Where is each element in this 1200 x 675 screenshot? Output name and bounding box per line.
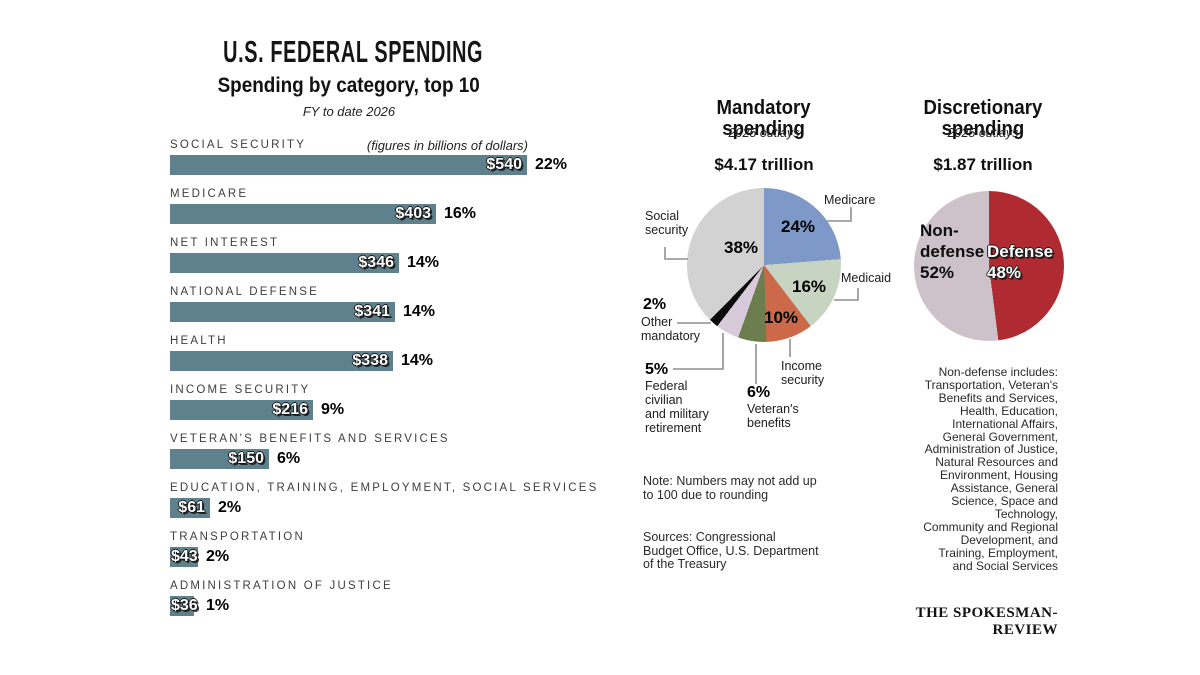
bar-row: ADMINISTRATION OF JUSTICE $36 1% <box>170 580 600 616</box>
bar-value-label: $341 <box>354 303 390 320</box>
bar-line: $341 14% <box>170 302 600 322</box>
bar-value-label: $338 <box>352 352 388 369</box>
federal-retirement-pct: 5% <box>645 361 669 378</box>
bar-row: EDUCATION, TRAINING, EMPLOYMENT, SOCIAL … <box>170 482 600 518</box>
bar-category-label: VETERAN'S BENEFITS AND SERVICES <box>170 433 450 445</box>
bar-line: $43 2% <box>170 547 600 567</box>
bar-percent-label: 1% <box>206 597 230 614</box>
bar-row: NET INTEREST $346 14% <box>170 237 600 273</box>
bar-line: $338 14% <box>170 351 600 371</box>
bar-percent-label: 6% <box>277 450 301 467</box>
leader-line-medicaid <box>834 288 859 301</box>
discretionary-subtitle: 2025 outlays <box>947 126 1019 140</box>
leader-line-medicare <box>827 207 852 222</box>
federal-retirement-label: Federal civilian and military retirement <box>645 379 709 435</box>
bar: $346 <box>170 253 399 273</box>
bar-row: NATIONAL DEFENSE $341 14% <box>170 286 600 322</box>
veterans-benefits-label: Veteran's benefits <box>747 402 799 430</box>
bar-line: $540 22% <box>170 155 600 175</box>
publisher-attribution: THE SPOKESMAN-REVIEW <box>915 605 1058 638</box>
non-defense-footnote: Non-defense includes: Transportation, Ve… <box>923 365 1058 573</box>
sources-note: Sources: Congressional Budget Office, U.… <box>643 530 819 571</box>
main-title: U.S. FEDERAL SPENDING <box>223 34 484 69</box>
bar-row: MEDICARE $403 16% <box>170 188 600 224</box>
bar-percent-label: 14% <box>401 352 434 369</box>
bar-value-label: $403 <box>395 205 431 222</box>
mandatory-subtitle: 2025 outlays <box>728 126 800 140</box>
bar-chart-subtitle: FY to date 2026 <box>302 104 396 119</box>
other-mandatory-pct: 2% <box>643 296 667 313</box>
bar: $36 <box>170 596 198 616</box>
bar: $403 <box>170 204 436 224</box>
bar: $338 <box>170 351 393 371</box>
bar: $61 <box>170 498 210 518</box>
bar-value-label: $540 <box>486 156 522 173</box>
rounding-note: Note: Numbers may not add up to 100 due … <box>643 474 817 502</box>
defense-label: Defense 48% <box>987 242 1054 282</box>
bar-category-label: HEALTH <box>170 335 228 347</box>
bar-row: INCOME SECURITY $216 9% <box>170 384 600 420</box>
non-defense-label: Non- defense 52% <box>920 221 985 282</box>
bar-row: TRANSPORTATION $43 2% <box>170 531 600 567</box>
bar-percent-label: 14% <box>403 303 436 320</box>
bar-line: $346 14% <box>170 253 600 273</box>
medicaid-pct: 16% <box>792 277 827 296</box>
bar-percent-label: 9% <box>321 401 345 418</box>
bar-line: $403 16% <box>170 204 600 224</box>
bar: $216 <box>170 400 313 420</box>
bar-category-label: TRANSPORTATION <box>170 531 305 543</box>
bar-value-label: $346 <box>358 254 394 271</box>
bar-percent-label: 2% <box>206 548 230 565</box>
medicaid-label: Medicaid <box>841 271 892 285</box>
discretionary-title: Discretionary spending <box>923 97 1043 140</box>
mandatory-title: Mandatory spending <box>716 97 812 140</box>
bar-percent-label: 2% <box>218 499 242 516</box>
bar-category-label: INCOME SECURITY <box>170 384 311 396</box>
bar-category-label: NET INTEREST <box>170 237 280 249</box>
bar-chart-title: Spending by category, top 10 <box>217 74 481 97</box>
bar-line: $216 9% <box>170 400 600 420</box>
bar: $43 <box>170 547 198 567</box>
bar-chart: SOCIAL SECURITY $540 22% MEDICARE $403 16% NET… <box>170 139 600 629</box>
bar: $341 <box>170 302 395 322</box>
discretionary-pie <box>914 191 1064 341</box>
bar-line: $61 2% <box>170 498 600 518</box>
bar: $150 <box>170 449 269 469</box>
veterans-benefits-pct: 6% <box>747 384 771 401</box>
bar-line: $150 6% <box>170 449 600 469</box>
leader-line-social-security <box>664 247 688 260</box>
bar-value-label: $43 <box>171 548 198 565</box>
bar-row: SOCIAL SECURITY $540 22% <box>170 139 600 175</box>
bar-row: HEALTH $338 14% <box>170 335 600 371</box>
bar-category-label: ADMINISTRATION OF JUSTICE <box>170 580 393 592</box>
bar-category-label: SOCIAL SECURITY <box>170 139 307 151</box>
other-mandatory-label: Other mandatory <box>641 315 701 343</box>
units-note: (figures in billions of dollars) <box>366 138 528 153</box>
bar-category-label: NATIONAL DEFENSE <box>170 286 319 298</box>
bar-value-label: $36 <box>171 597 198 614</box>
social-security-label: Social security <box>645 209 689 237</box>
medicare-label: Medicare <box>824 193 876 207</box>
bar-percent-label: 14% <box>407 254 440 271</box>
bar-category-label: EDUCATION, TRAINING, EMPLOYMENT, SOCIAL … <box>170 482 599 494</box>
bar: $540 <box>170 155 527 175</box>
bar-value-label: $216 <box>272 401 308 418</box>
bar-category-label: MEDICARE <box>170 188 249 200</box>
bar-percent-label: 16% <box>444 205 477 222</box>
bar-row: VETERAN'S BENEFITS AND SERVICES $150 6% <box>170 433 600 469</box>
bar-value-label: $61 <box>178 499 205 516</box>
bar-value-label: $150 <box>228 450 264 467</box>
income-security-pct: 10% <box>764 308 799 327</box>
bar-line: $36 1% <box>170 596 600 616</box>
mandatory-total: $4.17 trillion <box>714 155 814 174</box>
mandatory-pie <box>687 188 841 342</box>
discretionary-total: $1.87 trillion <box>933 155 1033 174</box>
social-security-pct: 38% <box>724 238 759 257</box>
medicare-pct: 24% <box>781 217 816 236</box>
income-security-label: Income security <box>781 359 825 387</box>
bar-percent-label: 22% <box>535 156 568 173</box>
